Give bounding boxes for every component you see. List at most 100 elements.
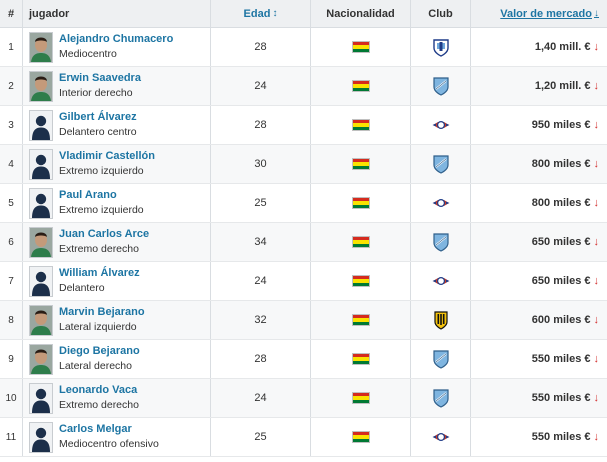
value-down-arrow-icon: ↓ bbox=[593, 314, 600, 326]
player-position: Mediocentro ofensivo bbox=[59, 438, 159, 450]
player-position: Extremo derecho bbox=[59, 399, 139, 411]
nationality-cell bbox=[310, 106, 410, 144]
club-cell bbox=[410, 262, 470, 300]
market-value-link[interactable]: 550 miles € bbox=[531, 392, 591, 404]
club-cell bbox=[410, 106, 470, 144]
player-name-link[interactable]: William Álvarez bbox=[59, 267, 140, 279]
nationality-cell bbox=[310, 223, 410, 261]
player-age: 25 bbox=[210, 184, 310, 222]
header-value-label: Valor de mercado bbox=[500, 7, 592, 20]
player-name-link[interactable]: Carlos Melgar bbox=[59, 423, 132, 435]
row-number: 3 bbox=[8, 119, 14, 131]
market-value-cell: 800 miles € ↓ bbox=[470, 184, 607, 222]
player-age: 24 bbox=[210, 379, 310, 417]
value-down-arrow-icon: ↓ bbox=[593, 158, 600, 170]
bolivar-crest-icon[interactable] bbox=[432, 76, 450, 96]
table-row: 2 Erwin Saavedra Interior derecho 24 1,20 mi… bbox=[0, 67, 607, 106]
market-value-link[interactable]: 800 miles € bbox=[531, 158, 591, 170]
player-photo[interactable] bbox=[29, 343, 53, 375]
player-age: 24 bbox=[210, 262, 310, 300]
market-value-link[interactable]: 650 miles € bbox=[531, 275, 591, 287]
player-cell: Juan Carlos Arce Extremo derecho bbox=[22, 223, 210, 261]
value-down-arrow-icon: ↓ bbox=[593, 275, 600, 287]
table-row: 9 Diego Bejarano Lateral derecho 28 550 mile… bbox=[0, 340, 607, 379]
player-name-link[interactable]: Marvin Bejarano bbox=[59, 306, 145, 318]
player-photo[interactable] bbox=[29, 226, 53, 258]
player-age: 28 bbox=[210, 106, 310, 144]
player-age: 30 bbox=[210, 145, 310, 183]
value-down-arrow-icon: ↓ bbox=[593, 119, 600, 131]
player-placeholder-icon[interactable] bbox=[29, 382, 53, 414]
player-photo[interactable] bbox=[29, 31, 53, 63]
row-number: 7 bbox=[8, 275, 14, 287]
player-name-link[interactable]: Alejandro Chumacero bbox=[59, 33, 174, 45]
header-nationality: Nacionalidad bbox=[310, 0, 410, 27]
player-position: Delantero centro bbox=[59, 126, 137, 138]
bolivia-flag-icon bbox=[351, 119, 370, 131]
nationality-cell bbox=[310, 262, 410, 300]
player-name-link[interactable]: Juan Carlos Arce bbox=[59, 228, 150, 240]
bolivar-crest-icon[interactable] bbox=[432, 388, 450, 408]
player-placeholder-icon[interactable] bbox=[29, 109, 53, 141]
bolivia-flag-icon bbox=[351, 314, 370, 326]
header-player: jugador bbox=[22, 0, 210, 27]
market-value-link[interactable]: 800 miles € bbox=[531, 197, 591, 209]
table-row: 3 Gilbert Álvarez Delantero centro 28 950 mi… bbox=[0, 106, 607, 145]
bolivia-flag-icon bbox=[351, 431, 370, 443]
market-value-link[interactable]: 550 miles € bbox=[531, 431, 591, 443]
player-placeholder-icon[interactable] bbox=[29, 421, 53, 453]
market-value-link[interactable]: 1,20 mill. € bbox=[534, 80, 591, 92]
player-name-link[interactable]: Paul Arano bbox=[59, 189, 117, 201]
header-age-sort[interactable]: Edad ↕ bbox=[210, 0, 310, 27]
market-value-cell: 950 miles € ↓ bbox=[470, 106, 607, 144]
puebla-crest-icon[interactable] bbox=[432, 37, 450, 57]
player-photo[interactable] bbox=[29, 70, 53, 102]
player-cell: Alejandro Chumacero Mediocentro bbox=[22, 28, 210, 66]
player-age: 25 bbox=[210, 418, 310, 456]
player-position: Extremo izquierdo bbox=[59, 165, 144, 177]
table-row: 7 William Álvarez Delantero 24 650 miles € ↓ bbox=[0, 262, 607, 301]
player-photo[interactable] bbox=[29, 304, 53, 336]
player-name-link[interactable]: Diego Bejarano bbox=[59, 345, 140, 357]
wilstermann-crest-icon[interactable] bbox=[432, 115, 450, 135]
market-value-cell: 800 miles € ↓ bbox=[470, 145, 607, 183]
player-name-link[interactable]: Leonardo Vaca bbox=[59, 384, 138, 396]
row-number: 2 bbox=[8, 80, 14, 92]
table-row: 11 Carlos Melgar Mediocentro ofensivo 25 550… bbox=[0, 418, 607, 457]
nationality-cell bbox=[310, 145, 410, 183]
player-age: 34 bbox=[210, 223, 310, 261]
wilstermann-crest-icon[interactable] bbox=[432, 271, 450, 291]
player-name-link[interactable]: Erwin Saavedra bbox=[59, 72, 141, 84]
market-value-link[interactable]: 950 miles € bbox=[531, 119, 591, 131]
club-cell bbox=[410, 379, 470, 417]
wilstermann-crest-icon[interactable] bbox=[432, 193, 450, 213]
bolivar-crest-icon[interactable] bbox=[432, 232, 450, 252]
bolivia-flag-icon bbox=[351, 158, 370, 170]
player-name-link[interactable]: Gilbert Álvarez bbox=[59, 111, 137, 123]
wilstermann-crest-icon[interactable] bbox=[432, 427, 450, 447]
player-placeholder-icon[interactable] bbox=[29, 148, 53, 180]
the-strongest-crest-icon[interactable] bbox=[432, 310, 450, 330]
bolivar-crest-icon[interactable] bbox=[432, 154, 450, 174]
bolivar-crest-icon[interactable] bbox=[432, 349, 450, 369]
player-placeholder-icon[interactable] bbox=[29, 265, 53, 297]
player-age: 28 bbox=[210, 28, 310, 66]
market-value-link[interactable]: 600 miles € bbox=[531, 314, 591, 326]
value-down-arrow-icon: ↓ bbox=[593, 431, 600, 443]
market-value-link[interactable]: 550 miles € bbox=[531, 353, 591, 365]
nationality-cell bbox=[310, 340, 410, 378]
header-value-sort[interactable]: Valor de mercado ↓ bbox=[470, 0, 607, 27]
row-number: 4 bbox=[8, 158, 14, 170]
value-down-arrow-icon: ↓ bbox=[593, 353, 600, 365]
player-position: Interior derecho bbox=[59, 87, 133, 99]
value-down-arrow-icon: ↓ bbox=[593, 236, 600, 248]
club-cell bbox=[410, 184, 470, 222]
player-name-link[interactable]: Vladimir Castellón bbox=[59, 150, 155, 162]
club-cell bbox=[410, 67, 470, 105]
sort-icon: ↕ bbox=[272, 8, 278, 19]
player-placeholder-icon[interactable] bbox=[29, 187, 53, 219]
market-value-link[interactable]: 1,40 mill. € bbox=[534, 41, 591, 53]
market-value-cell: 550 miles € ↓ bbox=[470, 418, 607, 456]
player-position: Lateral izquierdo bbox=[59, 321, 137, 333]
market-value-link[interactable]: 650 miles € bbox=[531, 236, 591, 248]
